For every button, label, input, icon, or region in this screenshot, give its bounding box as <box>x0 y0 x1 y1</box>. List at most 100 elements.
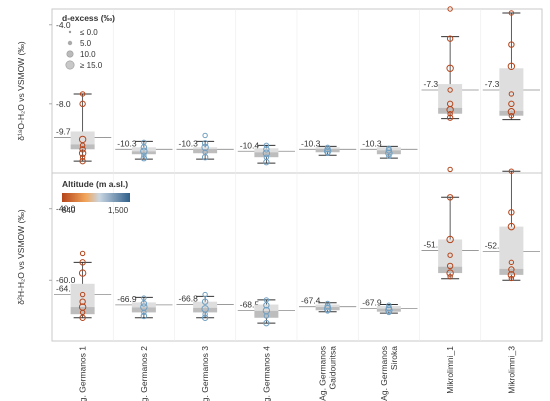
h2-point-7-1 <box>508 209 515 216</box>
o18-point-0-4 <box>79 146 86 153</box>
o18-point-5-1 <box>385 147 393 154</box>
o18-median-label-4: -10.3 <box>301 138 321 148</box>
h2-point-1-1 <box>140 300 148 307</box>
o18-box-lower-5 <box>376 150 401 155</box>
o18-point-4-2 <box>323 147 332 155</box>
x-axis-label-4-0: Ag. Germanos <box>318 346 328 401</box>
altitude-min-label: 840 <box>62 206 76 215</box>
o18-point-2-1 <box>201 140 209 147</box>
legend-size-marker-3 <box>66 50 74 58</box>
x-axis-label-5-0: Ag. Germanos <box>379 346 389 401</box>
h2-box-upper-1 <box>131 302 156 308</box>
h2-box-lower-3 <box>254 310 279 318</box>
o18-point-7-2 <box>507 62 516 71</box>
d-excess-legend-title: d-excess (‰) <box>62 13 115 23</box>
h2-point-5-2 <box>385 306 393 314</box>
h2-median-label-7: -52.0 <box>485 241 505 251</box>
h2-median-label-0: -64.0 <box>56 284 76 294</box>
altitude-legend-title: Altitude (m a.sl.) <box>62 179 128 189</box>
h2-point-7-3 <box>508 259 515 266</box>
h2-point-4-3 <box>324 308 331 314</box>
o18-point-3-4 <box>263 158 270 166</box>
h2-point-0-4 <box>79 298 86 305</box>
o18-point-5-2 <box>385 149 393 157</box>
o18-point-3-1 <box>263 146 270 153</box>
o18-point-2-0 <box>202 132 208 139</box>
o18-point-0-0 <box>79 91 86 97</box>
o18-point-4-3 <box>324 150 331 156</box>
h2-box-lower-2 <box>193 307 218 313</box>
legend-size-label-1: ≤ 0.0 <box>80 28 98 37</box>
h2-point-6-2 <box>446 235 454 244</box>
h2-median-label-6: -51.7 <box>424 240 444 250</box>
legend-size-marker-1 <box>68 30 72 34</box>
h2-median-label-3: -68.5 <box>240 300 260 310</box>
h2-point-1-4 <box>140 312 148 320</box>
h2-median-label-2: -66.8 <box>179 294 199 304</box>
o18-point-2-4 <box>201 153 209 161</box>
altitude-colorbar <box>62 193 130 202</box>
x-axis-label-2-0: Ag. Germanos 3 <box>200 346 210 401</box>
o18-median-label-5: -10.3 <box>362 138 382 148</box>
o18-point-3-0 <box>263 142 270 149</box>
o18-median-label-2: -10.3 <box>179 138 199 148</box>
o18-box-upper-5 <box>376 147 401 151</box>
h2-point-7-0 <box>508 168 515 174</box>
h2-y-axis-title: δ²H-H₂O vs VSMOW (‰) <box>16 209 26 305</box>
o18-point-7-3 <box>508 91 515 97</box>
o18-point-7-0 <box>508 10 515 16</box>
h2-point-6-5 <box>446 269 454 277</box>
h2-point-7-5 <box>507 271 516 279</box>
x-axis-label-0-0: Ag. Germanos 1 <box>78 346 88 401</box>
altitude-legend: Altitude (m a.sl.) 840 1,500 <box>62 179 130 215</box>
h2-point-1-3 <box>141 309 147 316</box>
o18-point-6-5 <box>446 106 454 114</box>
h2-point-2-3 <box>202 311 208 317</box>
o18-median-label-1: -10.3 <box>117 138 137 148</box>
o18-y-axis-title: δ¹⁸O-H₂O vs VSMOW (‰) <box>16 41 26 141</box>
h2-box-upper-0 <box>70 283 95 308</box>
h2-point-0-2 <box>78 269 87 277</box>
h2-box-upper-7 <box>499 226 524 269</box>
x-axis-label-6-0: Mikrolimni_1 <box>445 346 455 394</box>
legend-size-marker-4 <box>65 60 75 70</box>
h2-ytick-label-0: -40.0 <box>56 204 76 214</box>
o18-point-6-2 <box>446 64 454 72</box>
o18-median-label-6: -7.3 <box>424 79 439 89</box>
o18-point-6-3 <box>447 87 453 93</box>
altitude-max-label: 1,500 <box>108 206 129 215</box>
h2-point-3-1 <box>263 302 270 309</box>
h2-median-label-1: -66.9 <box>117 294 137 304</box>
o18-box-upper-1 <box>131 147 156 152</box>
o18-point-6-7 <box>446 114 454 121</box>
hydrogen-panel: -40.0 -60.0 δ²H-H₂O vs VSMOW (‰) -64.0 -66.9… <box>16 166 540 341</box>
h2-point-7-4 <box>508 266 515 273</box>
o18-box-lower-2 <box>193 149 218 154</box>
h2-point-2-0 <box>202 291 208 298</box>
o18-point-3-2 <box>262 149 271 157</box>
o18-point-7-1 <box>508 41 515 48</box>
h2-point-6-0 <box>447 166 453 173</box>
o18-box-upper-2 <box>193 147 218 150</box>
h2-point-2-4 <box>201 314 209 321</box>
h2-median-label-4: -67.4 <box>301 296 321 306</box>
h2-point-0-1 <box>79 259 86 266</box>
o18-box-lower-6 <box>438 107 463 114</box>
o18-point-6-6 <box>447 111 453 117</box>
h2-point-6-3 <box>447 252 453 258</box>
o18-point-5-3 <box>386 153 392 159</box>
o18-point-7-6 <box>508 112 515 119</box>
legend-size-label-2: 5.0 <box>80 39 92 48</box>
x-axis-label-1-0: Ag. Germanos 2 <box>139 346 149 401</box>
o18-point-1-1 <box>140 144 148 151</box>
h2-point-6-4 <box>446 262 454 270</box>
o18-ytick-label-1: -8.0 <box>56 99 71 109</box>
o18-point-1-3 <box>141 152 147 158</box>
o18-point-1-4 <box>140 154 148 162</box>
o18-point-6-1 <box>446 35 454 42</box>
h2-point-7-2 <box>507 222 516 231</box>
oxygen-panel: -4.0 -8.0 δ¹⁸O-H₂O vs VSMOW (‰) -9.7 -10.3 -1… <box>16 6 540 173</box>
h2-point-0-7 <box>79 314 86 321</box>
h2-point-5-3 <box>386 309 392 316</box>
